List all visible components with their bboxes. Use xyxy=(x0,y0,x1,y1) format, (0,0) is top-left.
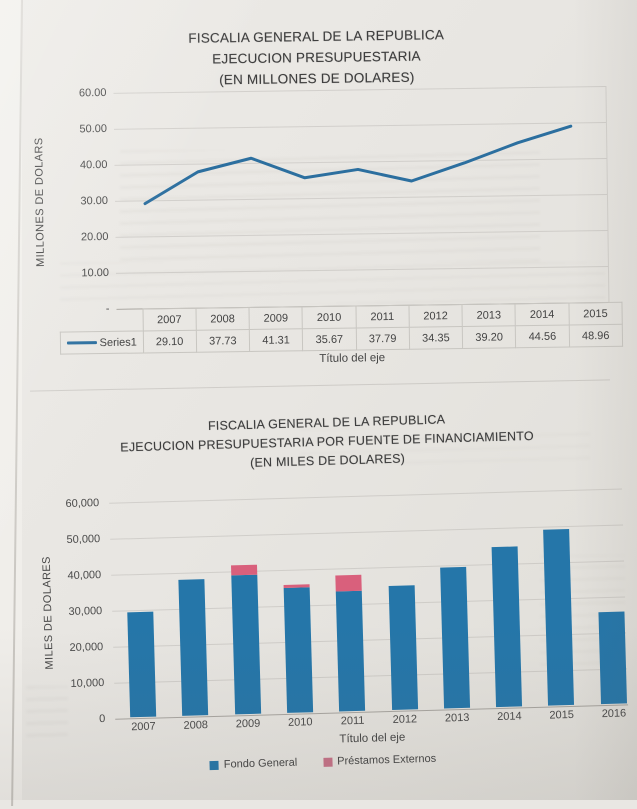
legend-label: Préstamos Externos xyxy=(337,752,437,768)
chart1-table-value: 34.35 xyxy=(409,326,463,350)
chart2-y-tick: 0 xyxy=(98,713,106,726)
chart1-table-value: 29.10 xyxy=(142,330,197,353)
chart1-y-tick: 50.00 xyxy=(79,122,108,136)
chart1-table-year: 2012 xyxy=(408,304,463,328)
chart2-x-tick-2012: 2012 xyxy=(392,713,418,726)
chart1-table-corner xyxy=(60,309,143,332)
legend-swatch xyxy=(209,760,219,770)
chart2-y-tick: 40,000 xyxy=(67,569,102,582)
chart1-y-axis-label: MILLONES DE DOLARS xyxy=(33,137,47,267)
chart1-table-value: 37.73 xyxy=(196,329,250,353)
chart2-legend: Fondo General Préstamos Externos xyxy=(4,747,637,777)
chart2-x-tick-2014: 2014 xyxy=(497,710,522,724)
chart2-x-tick-2016: 2016 xyxy=(601,707,627,721)
bar-prestamos-externos-2009 xyxy=(230,565,257,576)
bar-fondo-general-2007 xyxy=(127,611,157,718)
bar-fondo-general-2009 xyxy=(230,574,261,715)
chart2-x-tick-2009: 2009 xyxy=(235,717,261,731)
bar-fondo-general-2013 xyxy=(439,566,470,709)
chart2-plot-area xyxy=(109,488,629,720)
chart1-y-tick: 40.00 xyxy=(79,158,108,172)
chart2-y-tick: 30,000 xyxy=(68,605,103,618)
chart2-x-tick-2015: 2015 xyxy=(549,708,575,722)
chart2-y-axis-ticks: 60,000 50,000 40,000 30,000 20,000 10,000 0 xyxy=(49,497,105,725)
chart1-table-year: 2015 xyxy=(568,302,623,326)
chart1-table-year: 2013 xyxy=(462,303,516,327)
bar-fondo-general-2010 xyxy=(283,586,314,713)
chart2-x-tick-2010: 2010 xyxy=(287,716,313,729)
legend-label: Fondo General xyxy=(223,756,298,771)
chart1-y-tick: 20.00 xyxy=(80,230,109,244)
bar-fondo-general-2015 xyxy=(543,528,575,706)
chart1-series-line xyxy=(143,124,573,206)
chart2-x-tick-2007: 2007 xyxy=(131,720,156,734)
chart1-y-tick: 60.00 xyxy=(78,86,107,100)
chart1-table-value: 44.56 xyxy=(515,325,570,348)
bar-prestamos-externos-2011 xyxy=(335,574,362,592)
legend-item-fondo-general: Fondo General xyxy=(209,756,298,771)
chart1-table-value: 48.96 xyxy=(568,324,623,348)
chart1-legend-series1: Series1 xyxy=(60,330,144,355)
legend-item-prestamos-externos: Préstamos Externos xyxy=(323,753,436,768)
chart1-table-year: 2007 xyxy=(142,308,197,331)
legend-swatch xyxy=(323,757,333,767)
chart2-x-tick-2013: 2013 xyxy=(444,711,470,725)
bar-fondo-general-2011 xyxy=(335,590,366,712)
bar-fondo-general-2014 xyxy=(491,546,523,708)
paper-left-margin xyxy=(0,0,22,800)
chart2-x-tick-2011: 2011 xyxy=(340,714,365,728)
series1-label: Series1 xyxy=(99,336,137,349)
chart1-y-tick: 30.00 xyxy=(80,194,109,208)
chart1-plot-area xyxy=(113,85,610,310)
line-chart-section: FISCALIA GENERAL DE LA REPUBLICA EJECUCI… xyxy=(0,0,637,404)
bar-fondo-general-2016 xyxy=(598,611,627,705)
chart1-table-value: 39.20 xyxy=(462,325,516,349)
chart1-table-value: 41.31 xyxy=(249,328,303,352)
chart1-title: FISCALIA GENERAL DE LA REPUBLICA EJECUCI… xyxy=(0,22,635,94)
bar-fondo-general-2008 xyxy=(178,579,209,716)
chart1-table-value: 35.67 xyxy=(302,327,357,351)
chart1-table-year: 2010 xyxy=(302,305,356,329)
chart2-gridline xyxy=(109,488,623,504)
bar-fondo-general-2012 xyxy=(388,585,418,711)
chart1-table-year: 2008 xyxy=(195,307,250,331)
chart1-table-year: 2014 xyxy=(515,303,569,326)
chart1-data-table: 2007 2008 2009 2010 2011 2012 2013 2014 2015 Seri… xyxy=(60,302,624,355)
chart1-table-value: 37.79 xyxy=(355,327,410,350)
bar-chart-section: FISCALIA GENERAL DE LA REPUBLICA EJECUCI… xyxy=(0,391,637,809)
chart1-table-year: 2009 xyxy=(249,306,303,330)
chart2-y-tick: 50,000 xyxy=(66,533,101,547)
chart2-y-tick: 10,000 xyxy=(70,677,105,690)
chart2-y-tick: 20,000 xyxy=(69,641,104,654)
series1-line-swatch xyxy=(66,341,97,345)
chart1-y-tick: 10.00 xyxy=(81,266,110,280)
chart2-title: FISCALIA GENERAL DE LA REPUBLICA EJECUCI… xyxy=(0,405,633,480)
chart2-y-tick: 60,000 xyxy=(65,497,100,511)
chart2-x-tick-2008: 2008 xyxy=(183,719,209,732)
chart1-table-year: 2011 xyxy=(355,305,410,328)
chart1-y-axis-ticks: 60.00 50.00 40.00 30.00 20.00 10.00- xyxy=(56,87,110,315)
